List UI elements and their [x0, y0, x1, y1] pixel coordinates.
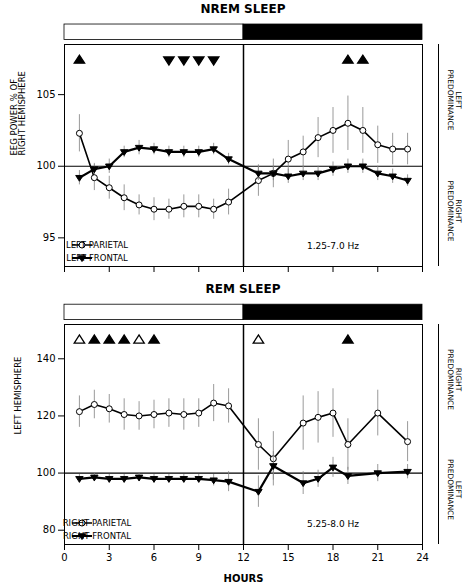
svg-text:15: 15: [282, 552, 295, 563]
svg-text:12: 12: [237, 552, 250, 563]
svg-text:RIGHT FRONTAL: RIGHT FRONTAL: [63, 531, 131, 541]
svg-text:120: 120: [36, 410, 55, 421]
svg-text:LEFT FRONTAL: LEFT FRONTAL: [66, 253, 128, 263]
svg-text:100: 100: [36, 467, 55, 478]
svg-text:3: 3: [106, 552, 112, 563]
svg-text:6: 6: [151, 552, 157, 563]
svg-text:21: 21: [371, 552, 384, 563]
svg-text:18: 18: [327, 552, 340, 563]
svg-text:RIGHTPREDOMINANCE: RIGHTPREDOMINANCE: [446, 180, 463, 241]
svg-text:100: 100: [36, 160, 55, 171]
svg-text:0: 0: [61, 552, 67, 563]
svg-text:105: 105: [36, 89, 55, 100]
svg-text:LEFT HEMISPHERE: LEFT HEMISPHERE: [13, 357, 23, 435]
svg-text:LEFTPREDOMINANCE: LEFTPREDOMINANCE: [446, 459, 463, 520]
svg-text:LEFTPREDOMINANCE: LEFTPREDOMINANCE: [446, 69, 463, 130]
html-text:NREM SLEEP: NREM SLEEP: [200, 2, 286, 16]
svg-text:LEFT PARIETAL: LEFT PARIETAL: [66, 240, 128, 250]
svg-text:RIGHT PARIETAL: RIGHT PARIETAL: [63, 518, 132, 528]
svg-text:HOURS: HOURS: [224, 573, 264, 584]
svg-text:1.25-7.0 Hz: 1.25-7.0 Hz: [307, 241, 359, 251]
svg-text:9: 9: [196, 552, 202, 563]
html-text:REM SLEEP: REM SLEEP: [205, 282, 281, 296]
svg-text:EEG POWER % OFRIGHT HEMISPHERE: EEG POWER % OFRIGHT HEMISPHERE: [9, 71, 28, 155]
svg-text:5.25-8.0 Hz: 5.25-8.0 Hz: [307, 519, 359, 529]
svg-text:80: 80: [43, 524, 56, 535]
svg-text:24: 24: [416, 552, 429, 563]
svg-text:RIGHTPREDOMINANCE: RIGHTPREDOMINANCE: [446, 349, 463, 410]
svg-text:95: 95: [43, 232, 56, 243]
svg-text:140: 140: [36, 353, 55, 364]
